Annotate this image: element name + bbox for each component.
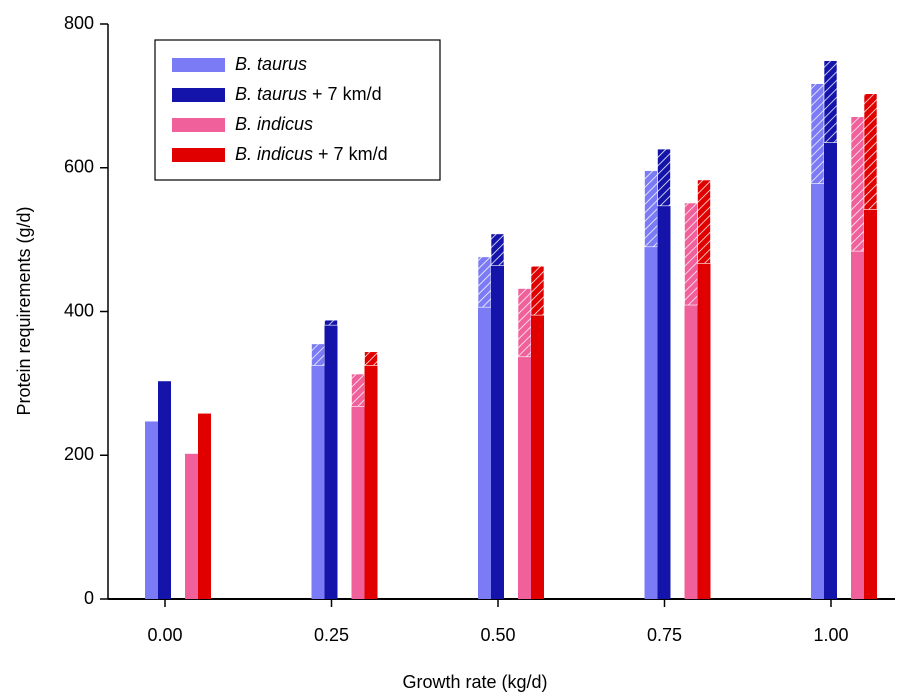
hatched-segment (684, 202, 698, 306)
bar-segment (198, 413, 211, 599)
bar-segment (644, 246, 658, 599)
bar-segment (657, 205, 671, 599)
hatched-segment (311, 343, 325, 366)
y-tick-label: 200 (64, 444, 94, 464)
bar-segment (684, 305, 698, 599)
legend-swatch (172, 88, 225, 102)
x-tick-label: 0.25 (314, 625, 349, 645)
x-axis-title: Growth rate (kg/d) (402, 672, 547, 692)
legend-swatch (172, 118, 225, 132)
hatched-segment (490, 233, 505, 266)
x-tick-label: 0.75 (647, 625, 682, 645)
bar-segment (478, 307, 491, 599)
legend-label: B. taurus + 7 km/d (235, 84, 382, 104)
hatched-segment (850, 116, 865, 252)
hatched-segment (810, 83, 825, 184)
hatched-segment (823, 60, 838, 143)
legend-swatch (172, 148, 225, 162)
legend-label: B. indicus + 7 km/d (235, 144, 388, 164)
hatched-segment (530, 265, 545, 316)
bar-segment (185, 453, 198, 599)
bar-segment (518, 356, 531, 599)
legend-label: B. taurus (235, 54, 307, 74)
bar-segment (351, 406, 365, 599)
hatched-segment (644, 170, 658, 248)
bar-segment (364, 365, 378, 599)
hatched-segment (863, 93, 878, 210)
hatched-segment (697, 179, 711, 264)
legend-label: B. indicus (235, 114, 313, 134)
x-tick-label: 1.00 (813, 625, 848, 645)
x-tick-label: 0.00 (147, 625, 182, 645)
bar-segment (864, 209, 877, 599)
bar-segment (697, 263, 711, 599)
bar-segment (158, 381, 171, 599)
hatched-segment (517, 288, 532, 358)
bar-segment (324, 325, 338, 599)
bar-segment (145, 421, 158, 599)
bar-segment (491, 265, 504, 599)
y-tick-label: 800 (64, 13, 94, 33)
bar-segment (851, 251, 864, 599)
y-axis-title: Protein requirements (g/d) (14, 206, 34, 415)
hatched-segment (477, 256, 492, 308)
y-tick-label: 0 (84, 588, 94, 608)
hatched-segment (657, 148, 671, 207)
hatched-segment (351, 373, 365, 407)
x-tick-label: 0.50 (480, 625, 515, 645)
legend-swatch (172, 58, 225, 72)
bar-segment (811, 183, 824, 599)
hatched-segment (324, 319, 338, 326)
bar-segment (824, 142, 837, 599)
bar-segment (311, 365, 325, 599)
bar-segment (531, 315, 544, 599)
y-tick-label: 600 (64, 157, 94, 177)
hatched-segment (364, 351, 378, 366)
y-tick-label: 400 (64, 300, 94, 320)
